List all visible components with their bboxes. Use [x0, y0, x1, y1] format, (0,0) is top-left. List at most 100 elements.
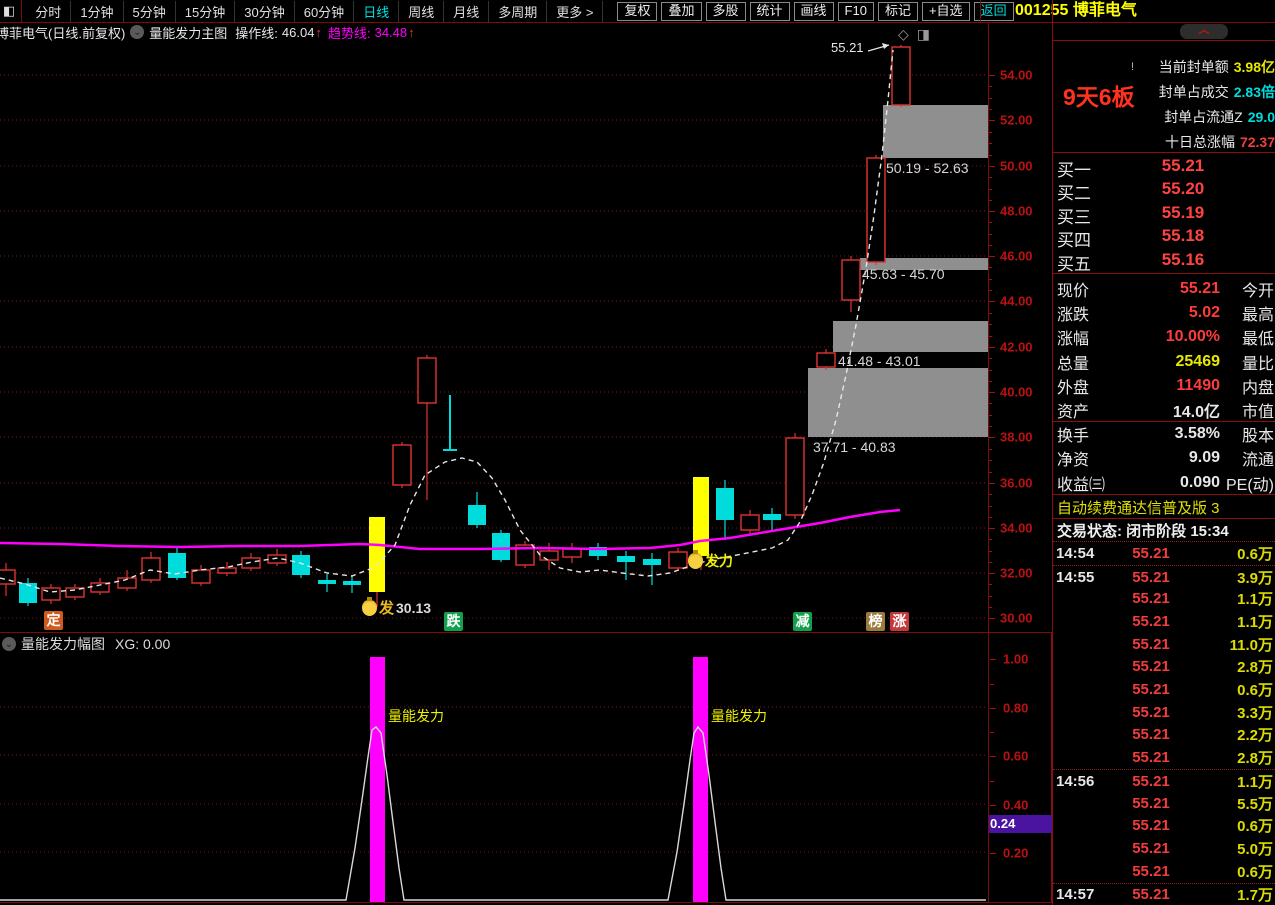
transaction-price: 55.21	[1132, 772, 1170, 790]
period-tab-30分钟[interactable]: 30分钟	[235, 0, 295, 22]
quote-label: 换手	[1057, 428, 1090, 446]
panel-toggle-icon[interactable]: ◨	[916, 26, 939, 42]
tool-button-+自选[interactable]: +自选	[921, 1, 970, 21]
trend-line-label: 趋势线:	[327, 25, 371, 41]
tool-button-叠加[interactable]: 叠加	[661, 1, 702, 21]
notice-text[interactable]: 自动续费通达信普及版 3	[1057, 500, 1220, 517]
axis-minor-tick	[989, 335, 992, 337]
trade-status: 交易状态: 闭市阶段 15:34	[1057, 523, 1229, 540]
transaction-volume: 2.8万	[1237, 659, 1273, 677]
zone-range-label: 45.63 - 45.70	[862, 266, 945, 282]
tool-button-多股[interactable]: 多股	[705, 1, 746, 21]
axis-minor-tick	[989, 471, 992, 473]
axis-minor-tick	[989, 595, 992, 597]
tool-button-F10[interactable]: F10	[837, 1, 874, 21]
resistance-zone	[883, 105, 988, 158]
stat-label: 封单占流通Z	[1164, 108, 1243, 125]
buy-level-price: 55.21	[1161, 156, 1205, 175]
buy-level-price: 55.19	[1161, 202, 1205, 222]
period-tab-日线[interactable]: 日线	[354, 0, 400, 22]
divider-chart-bottom	[0, 902, 1052, 903]
transaction-price: 55.21	[1132, 794, 1170, 812]
period-tab-60分钟[interactable]: 60分钟	[295, 0, 355, 22]
period-tab-1分钟[interactable]: 1分钟	[71, 0, 124, 22]
period-tab-周线[interactable]: 周线	[399, 0, 445, 22]
candle	[891, 46, 911, 106]
toolbar-buttons: 复权 叠加 多股 统计 画线 F10 标记 +自选 返回	[613, 1, 1014, 21]
candle	[241, 557, 261, 569]
zone-range-label: 37.71 - 40.83	[813, 439, 896, 455]
toolbar-divider	[21, 0, 23, 22]
quote-value: 10.00%	[1165, 328, 1220, 346]
event-badge-定[interactable]: 定	[44, 611, 63, 630]
transaction-price: 55.21	[1132, 749, 1170, 767]
axis-minor-tick	[989, 550, 992, 552]
period-tab-15分钟[interactable]: 15分钟	[176, 0, 236, 22]
transaction-price: 55.21	[1132, 635, 1170, 653]
quote-label-2: 市值	[1241, 404, 1274, 421]
period-tab-多周期[interactable]: 多周期	[489, 0, 548, 22]
event-badge-跌[interactable]: 跌	[444, 612, 463, 631]
transaction-volume: 1.1万	[1237, 773, 1273, 791]
sub-axis-minor-tick	[990, 780, 994, 782]
diamond-icon[interactable]: ◇	[898, 26, 917, 42]
indicator-dropdown-icon[interactable]: ⌄	[130, 25, 145, 39]
transaction-row: 55.21 11.0万	[1053, 633, 1275, 656]
transaction-time: 14:55	[1056, 568, 1095, 586]
sub-indicator-line	[0, 725, 986, 901]
transaction-time: 14:57	[1056, 886, 1095, 904]
seal-stat-row: 封单占成交 2.83倍	[1131, 79, 1275, 104]
candle	[643, 559, 661, 565]
quote-label-2: 流通	[1241, 452, 1274, 470]
resistance-zone	[808, 368, 988, 437]
buy-order-row: 买四 55.18	[1053, 226, 1275, 250]
candle	[19, 583, 37, 603]
candle	[318, 580, 336, 584]
candle	[617, 556, 635, 562]
candle	[343, 581, 361, 585]
axis-minor-tick	[989, 143, 992, 144]
transaction-row: 55.21 2.8万	[1053, 746, 1275, 769]
seal-stat-row: 十日总涨幅 72.37	[1131, 129, 1275, 154]
tool-button-返回[interactable]: 返回	[973, 1, 1014, 21]
transaction-row: 55.21 0.6万	[1053, 814, 1275, 837]
divider-toolbar-bottom	[0, 22, 1275, 23]
axis-minor-tick	[989, 97, 992, 99]
quote-row: 涨幅 10.00% 最低	[1053, 325, 1275, 349]
subchart-dropdown-icon[interactable]: ⌄	[2, 637, 16, 651]
event-badge-涨[interactable]: 涨	[890, 612, 909, 631]
transaction-price: 55.21	[1132, 568, 1170, 586]
axis-price-label: 32.00	[1000, 565, 1033, 581]
transaction-time: 14:54	[1056, 544, 1095, 562]
tool-button-复权[interactable]: 复权	[617, 1, 658, 21]
quote-label: 涨幅	[1057, 331, 1090, 349]
event-badge-减[interactable]: 减	[793, 612, 812, 631]
op-line-label: 操作线:	[235, 25, 278, 41]
sub-axis-label: 0.40	[1003, 797, 1029, 813]
candle	[292, 555, 310, 575]
volume-burst-bar	[370, 657, 385, 902]
window-split-icon[interactable]: ◧	[3, 3, 16, 18]
tool-button-画线[interactable]: 画线	[793, 1, 834, 21]
stat-label: 十日总涨幅	[1164, 133, 1235, 150]
axis-minor-tick	[989, 324, 992, 325]
axis-price-label: 52.00	[1000, 112, 1033, 128]
marker-text: 30.13	[396, 599, 432, 616]
period-tab-5分钟[interactable]: 5分钟	[124, 0, 176, 22]
divider-subchart-top	[0, 632, 1052, 633]
tool-button-标记[interactable]: 标记	[877, 1, 918, 21]
trend-line-value: 34.48	[374, 24, 408, 40]
seal-stat-row: 封单占流通Z 29.0	[1131, 104, 1275, 129]
transaction-row: 55.21 1.1万	[1053, 587, 1275, 610]
period-tab-月线[interactable]: 月线	[444, 0, 490, 22]
period-tab-更多 >[interactable]: 更多 >	[547, 0, 604, 22]
operation-line	[0, 508, 901, 551]
chart-corner-icons[interactable]: ◇◨	[898, 26, 938, 43]
stock-title: 001255 博菲电气	[980, 0, 1275, 22]
axis-minor-tick	[989, 358, 992, 360]
tool-button-统计[interactable]: 统计	[749, 1, 790, 21]
candle	[740, 514, 760, 531]
collapse-tab[interactable]: ︿	[1180, 24, 1228, 39]
event-badge-榜[interactable]: 榜	[866, 612, 885, 631]
period-tab-分时[interactable]: 分时	[26, 0, 72, 22]
